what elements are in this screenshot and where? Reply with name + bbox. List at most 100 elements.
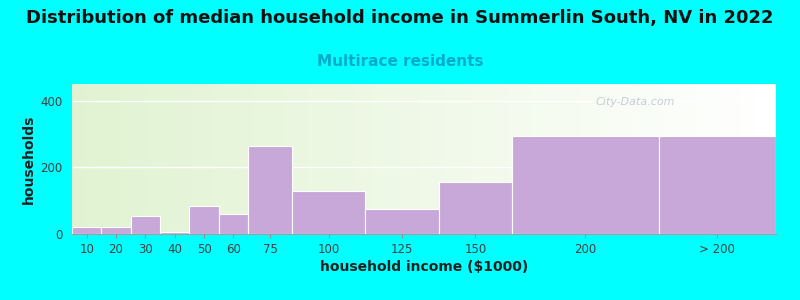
Bar	[621, 84, 625, 234]
Bar	[769, 84, 773, 234]
Bar	[713, 84, 716, 234]
Text: City-Data.com: City-Data.com	[595, 97, 675, 107]
Bar	[174, 84, 178, 234]
Bar	[178, 84, 181, 234]
Bar	[181, 84, 185, 234]
Bar	[603, 84, 607, 234]
Bar	[294, 84, 298, 234]
Bar	[283, 84, 286, 234]
Bar	[223, 84, 227, 234]
Bar	[82, 84, 86, 234]
Bar	[382, 84, 386, 234]
Bar	[368, 84, 371, 234]
Bar	[730, 84, 734, 234]
Bar	[540, 84, 544, 234]
Bar	[245, 84, 248, 234]
Bar	[336, 84, 339, 234]
Bar	[266, 84, 269, 234]
Bar	[582, 84, 586, 234]
Bar	[565, 84, 568, 234]
Bar	[399, 84, 403, 234]
Bar	[374, 84, 378, 234]
Bar	[755, 84, 758, 234]
Bar	[343, 84, 346, 234]
Bar	[417, 84, 421, 234]
Bar	[723, 84, 726, 234]
Bar	[185, 84, 188, 234]
Bar	[491, 84, 494, 234]
Bar	[706, 84, 709, 234]
Bar	[487, 84, 491, 234]
Bar	[72, 84, 75, 234]
Bar	[445, 84, 449, 234]
Bar	[509, 84, 512, 234]
Bar	[762, 84, 766, 234]
Bar	[142, 84, 146, 234]
Bar	[157, 84, 160, 234]
Bar	[579, 84, 582, 234]
Bar	[618, 84, 621, 234]
Bar	[118, 84, 122, 234]
Bar	[607, 84, 610, 234]
Bar	[146, 84, 150, 234]
Bar	[93, 84, 97, 234]
Bar	[758, 84, 762, 234]
Bar	[695, 84, 698, 234]
Bar	[364, 84, 368, 234]
Bar	[558, 84, 562, 234]
Bar	[386, 84, 389, 234]
Bar	[371, 84, 374, 234]
Bar	[614, 84, 618, 234]
Bar	[202, 84, 206, 234]
Bar	[554, 84, 558, 234]
Bar	[311, 84, 315, 234]
Bar	[741, 84, 744, 234]
Bar	[456, 84, 459, 234]
Bar	[389, 84, 392, 234]
Bar	[646, 84, 650, 234]
Bar	[273, 84, 276, 234]
Bar	[410, 84, 414, 234]
Bar	[361, 84, 364, 234]
Text: Multirace residents: Multirace residents	[317, 54, 483, 69]
Bar	[110, 84, 114, 234]
Bar	[160, 84, 163, 234]
Bar	[163, 84, 167, 234]
Bar	[220, 84, 223, 234]
Bar	[424, 84, 427, 234]
Bar	[562, 84, 565, 234]
Bar	[477, 84, 480, 234]
Bar	[734, 84, 738, 234]
Bar	[167, 84, 170, 234]
Bar	[572, 84, 575, 234]
Bar	[130, 216, 160, 234]
Bar	[262, 84, 266, 234]
Bar	[329, 84, 333, 234]
Bar	[104, 84, 107, 234]
Bar	[308, 84, 311, 234]
Bar	[122, 84, 125, 234]
Bar	[230, 84, 234, 234]
Bar	[366, 209, 438, 234]
Bar	[691, 84, 695, 234]
Bar	[150, 84, 153, 234]
Bar	[512, 84, 515, 234]
Bar	[449, 84, 452, 234]
Bar	[526, 84, 530, 234]
Bar	[628, 84, 632, 234]
Bar	[75, 84, 79, 234]
Bar	[498, 84, 502, 234]
Bar	[322, 84, 326, 234]
Bar	[656, 84, 660, 234]
Bar	[378, 84, 382, 234]
Bar	[304, 84, 308, 234]
Bar	[234, 84, 238, 234]
Bar	[597, 84, 600, 234]
Bar	[392, 84, 396, 234]
Bar	[269, 84, 273, 234]
Bar	[519, 84, 522, 234]
Bar	[688, 84, 691, 234]
Bar	[512, 136, 658, 234]
Bar	[674, 84, 678, 234]
Bar	[396, 84, 399, 234]
